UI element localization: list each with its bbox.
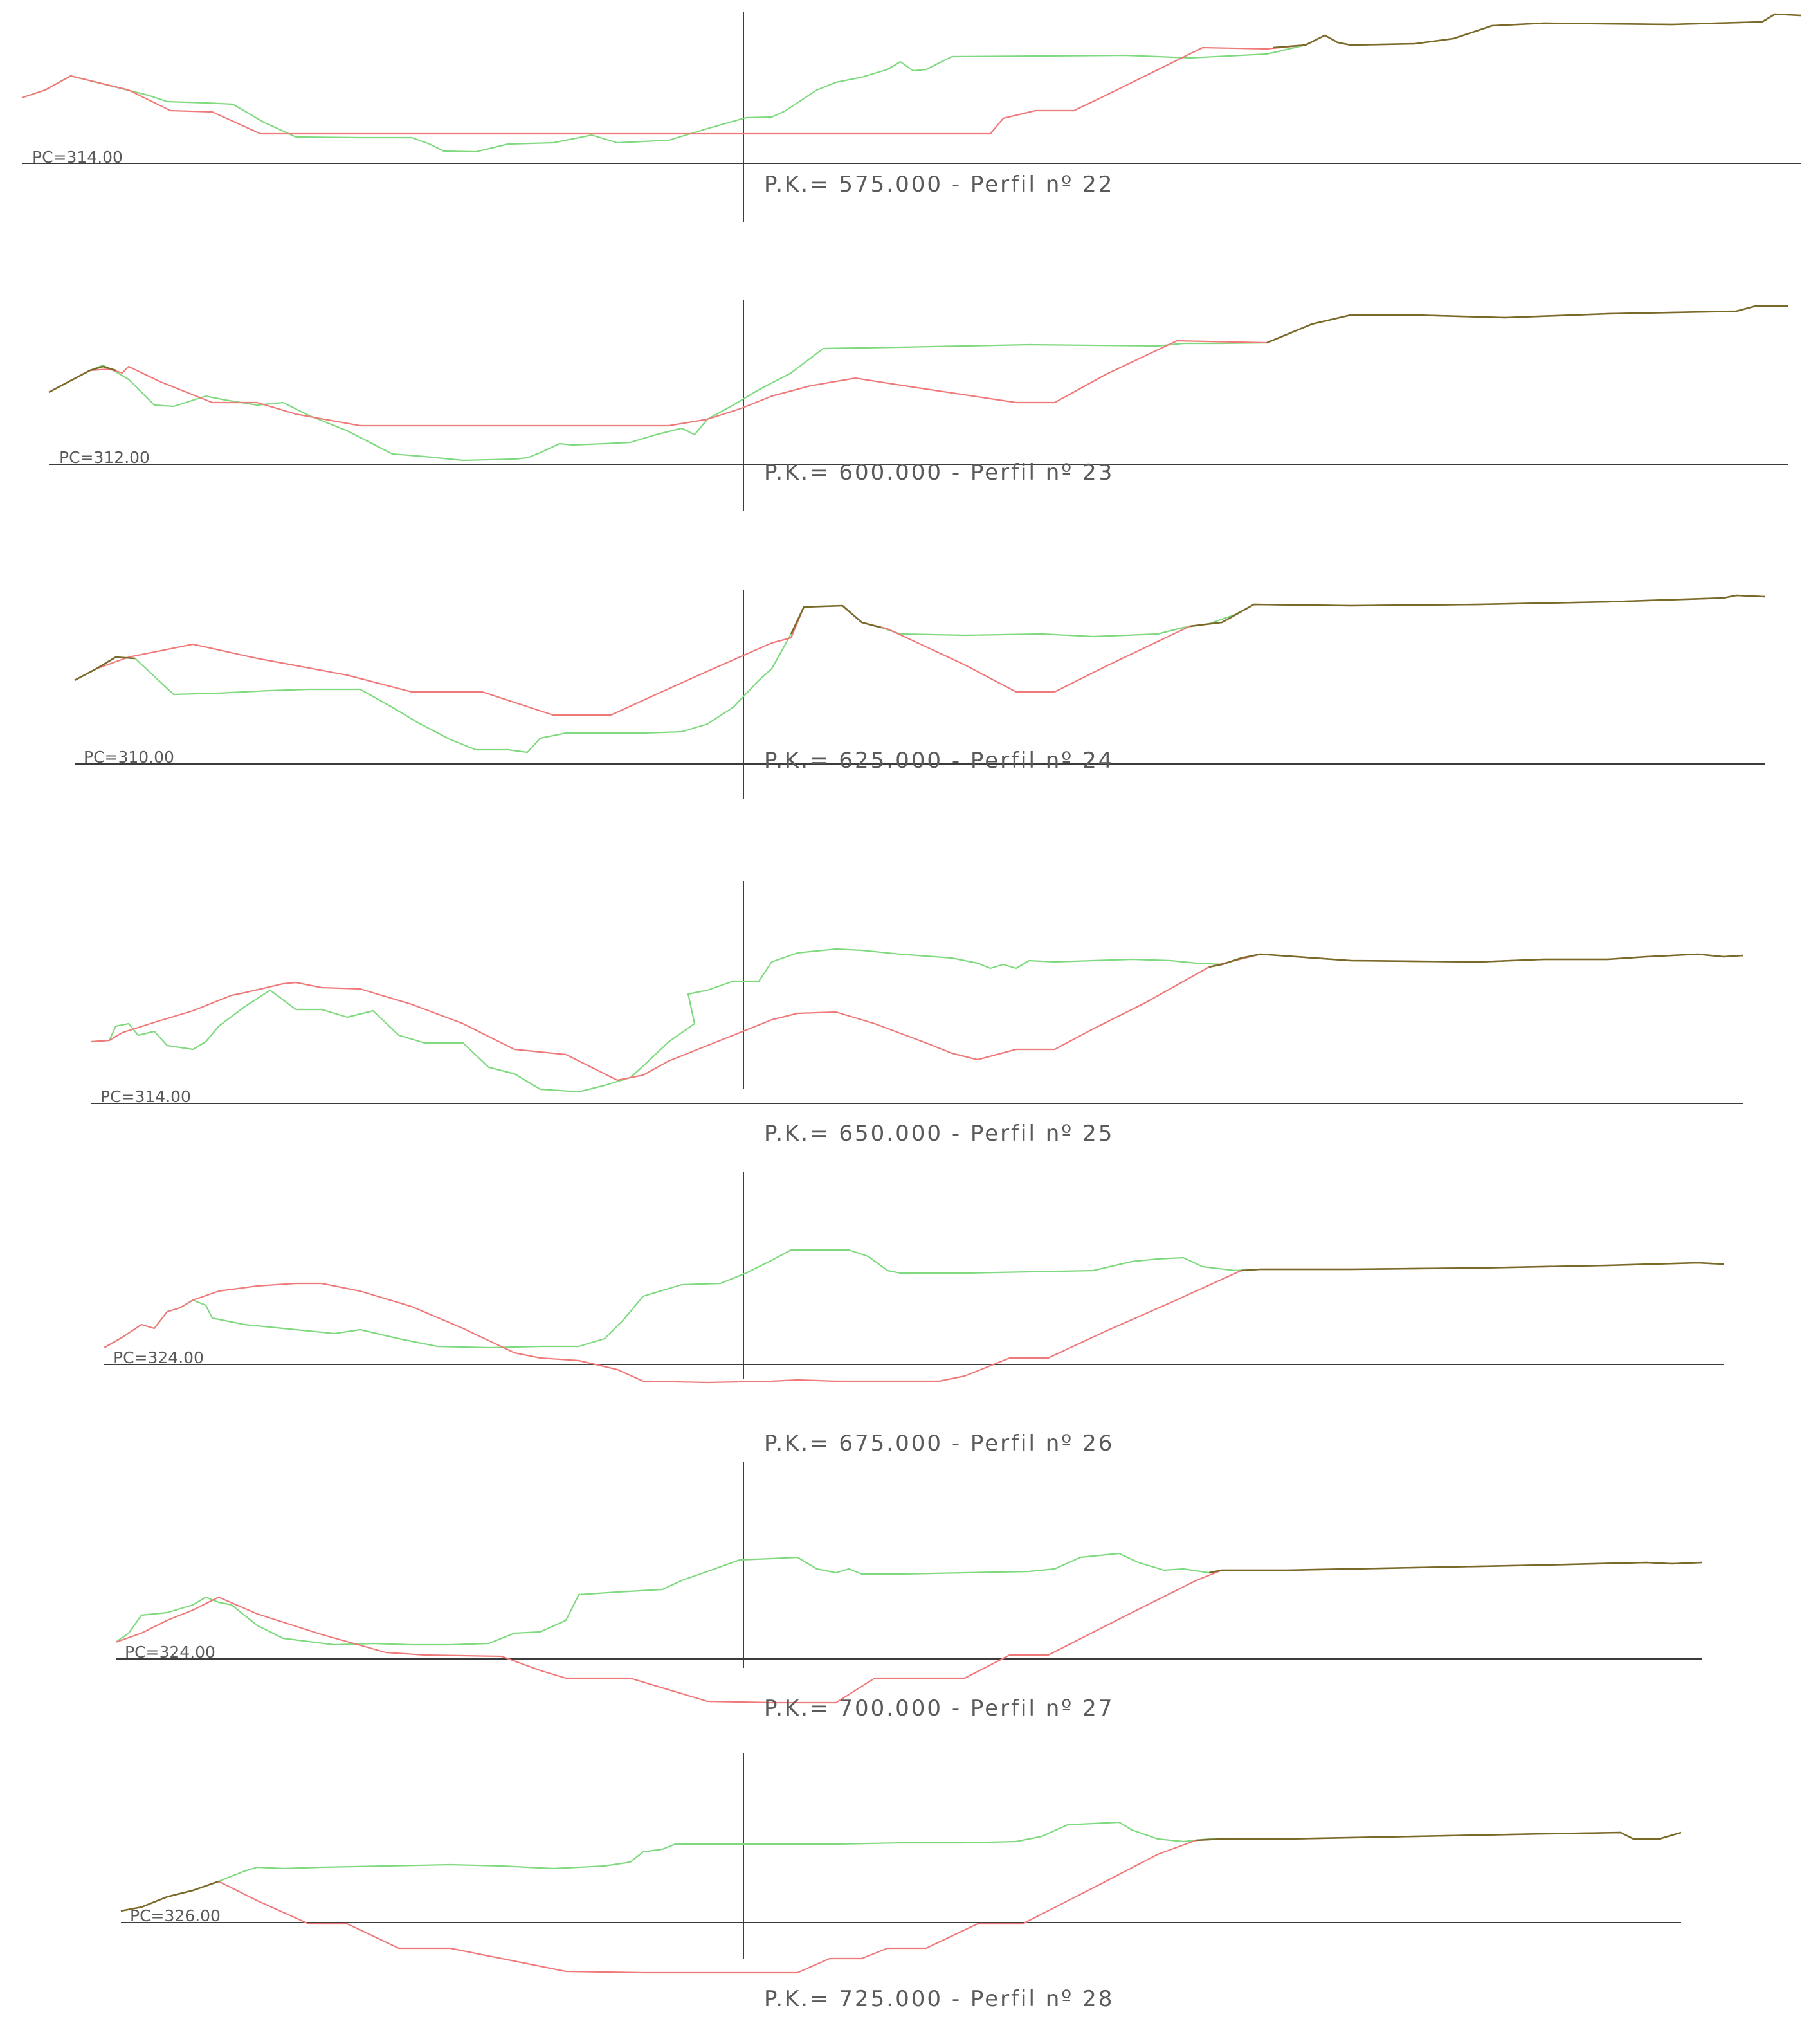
profiles-group: PC=314.00P.K.= 575.000 - Perfil nº 22PC=… bbox=[21, 12, 1801, 2012]
profile-section-22: PC=314.00 P.K.= 575.000 - Perfil nº 22 bbox=[21, 12, 1801, 222]
profile-section-27: PC=324.00 P.K.= 700.000 - Perfil nº 27 bbox=[115, 1462, 1702, 1721]
coincident-line bbox=[1266, 305, 1788, 344]
profile-section-23: PC=312.00 P.K.= 600.000 - Perfil nº 23 bbox=[48, 300, 1788, 511]
profile-section-24: PC=310.00 P.K.= 625.000 - Perfil nº 24 bbox=[74, 590, 1765, 799]
design-line bbox=[115, 1561, 1702, 1704]
coincident-line bbox=[74, 656, 136, 682]
coincident-line bbox=[1189, 594, 1765, 628]
coincident-line bbox=[790, 604, 882, 635]
datum-elevation-label: PC=314.00 bbox=[100, 1087, 191, 1106]
terrain-line bbox=[21, 13, 1801, 153]
terrain-line bbox=[74, 594, 1765, 754]
profile-title: P.K.= 575.000 - Perfil nº 22 bbox=[764, 172, 1114, 197]
datum-elevation-label: PC=326.00 bbox=[130, 1906, 221, 1925]
coincident-line bbox=[1208, 1561, 1702, 1574]
coincident-line bbox=[1208, 953, 1743, 968]
design-line bbox=[120, 1831, 1682, 1974]
coincident-line bbox=[1241, 1262, 1724, 1272]
design-line bbox=[48, 305, 1788, 427]
profile-section-25: PC=314.00 P.K.= 650.000 - Perfil nº 25 bbox=[91, 881, 1743, 1146]
datum-elevation-label: PC=324.00 bbox=[113, 1348, 204, 1367]
profile-title: P.K.= 675.000 - Perfil nº 26 bbox=[764, 1431, 1114, 1456]
profile-title: P.K.= 600.000 - Perfil nº 23 bbox=[764, 460, 1114, 485]
terrain-line bbox=[48, 305, 1788, 462]
terrain-line bbox=[104, 1249, 1724, 1349]
profile-title: P.K.= 625.000 - Perfil nº 24 bbox=[764, 748, 1114, 774]
profile-section-26: PC=324.00 P.K.= 675.000 - Perfil nº 26 bbox=[104, 1172, 1724, 1456]
datum-elevation-label: PC=312.00 bbox=[59, 448, 150, 467]
profile-section-28: PC=326.00 P.K.= 725.000 - Perfil nº 28 bbox=[120, 1753, 1682, 2012]
datum-elevation-label: PC=310.00 bbox=[84, 748, 174, 766]
profile-title: P.K.= 725.000 - Perfil nº 28 bbox=[764, 1986, 1114, 2012]
terrain-line bbox=[115, 1552, 1702, 1646]
datum-elevation-label: PC=324.00 bbox=[125, 1643, 215, 1661]
terrain-line bbox=[91, 948, 1743, 1093]
design-line bbox=[91, 953, 1743, 1082]
coincident-line bbox=[1196, 1831, 1682, 1842]
design-line bbox=[104, 1262, 1724, 1384]
profile-title: P.K.= 700.000 - Perfil nº 27 bbox=[764, 1696, 1114, 1721]
coincident-line bbox=[1273, 13, 1801, 49]
coincident-line bbox=[48, 365, 116, 394]
datum-elevation-label: PC=314.00 bbox=[32, 148, 123, 167]
design-line bbox=[21, 13, 1801, 135]
coincident-line bbox=[120, 1880, 219, 1912]
profile-title: P.K.= 650.000 - Perfil nº 25 bbox=[764, 1121, 1114, 1146]
design-line bbox=[74, 594, 1765, 716]
